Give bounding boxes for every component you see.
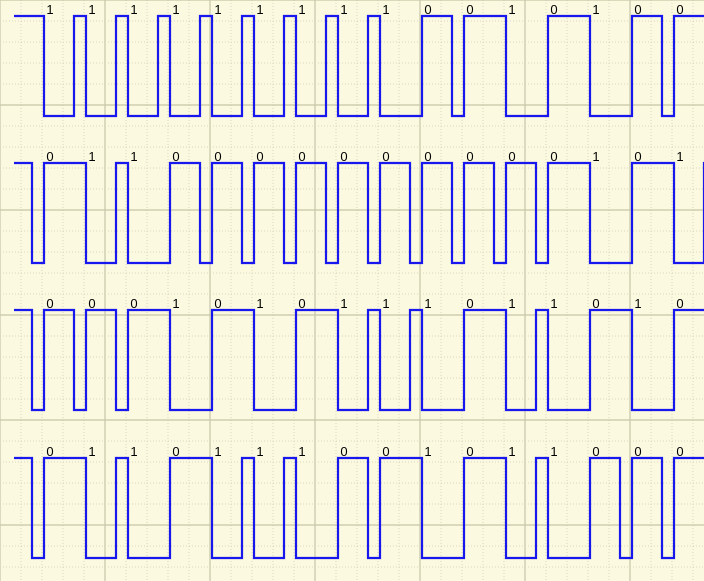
bit-label: 1 (239, 444, 281, 459)
bit-label: 1 (407, 296, 449, 311)
bit-label: 0 (659, 2, 701, 17)
bit-label: 1 (365, 2, 407, 17)
bit-label: 1 (533, 296, 575, 311)
bit-label: 1 (659, 149, 701, 164)
bit-label: 0 (323, 444, 365, 459)
bit-label: 0 (617, 149, 659, 164)
bit-label: 0 (197, 296, 239, 311)
bit-label: 1 (113, 444, 155, 459)
bit-label: 0 (407, 149, 449, 164)
bit-label: 0 (533, 149, 575, 164)
bit-label: 0 (575, 296, 617, 311)
bit-label: 0 (239, 149, 281, 164)
bit-label: 0 (281, 296, 323, 311)
bit-label: 1 (71, 149, 113, 164)
waveform-canvas: 1111111110010100011000000000010100010101… (0, 0, 704, 581)
bit-label: 0 (617, 444, 659, 459)
bit-label: 0 (533, 2, 575, 17)
waveform-svg (0, 0, 704, 581)
bit-label: 0 (281, 149, 323, 164)
bit-label: 0 (575, 444, 617, 459)
bit-label: 1 (407, 444, 449, 459)
bit-label: 0 (29, 149, 71, 164)
bit-label: 0 (449, 2, 491, 17)
bit-label: 0 (113, 296, 155, 311)
bit-label: 0 (155, 149, 197, 164)
bit-label: 1 (491, 444, 533, 459)
bit-label: 0 (197, 149, 239, 164)
bit-label: 1 (197, 2, 239, 17)
bit-label: 1 (491, 296, 533, 311)
bit-label: 0 (29, 296, 71, 311)
bit-label: 1 (113, 2, 155, 17)
bit-label: 1 (155, 296, 197, 311)
bit-label: 1 (575, 149, 617, 164)
bit-label: 1 (71, 2, 113, 17)
bit-label: 0 (365, 149, 407, 164)
bit-label: 0 (659, 296, 701, 311)
bit-label: 0 (365, 444, 407, 459)
bit-label: 1 (239, 296, 281, 311)
bit-label: 1 (155, 2, 197, 17)
bit-label: 0 (659, 444, 701, 459)
bit-label: 1 (533, 444, 575, 459)
bit-label: 0 (449, 444, 491, 459)
bit-label: 1 (491, 2, 533, 17)
bit-label: 1 (29, 2, 71, 17)
bit-label: 1 (323, 2, 365, 17)
bit-label: 1 (281, 2, 323, 17)
bit-label: 1 (113, 149, 155, 164)
bit-label: 0 (449, 296, 491, 311)
bit-label: 0 (449, 149, 491, 164)
bit-label: 1 (617, 296, 659, 311)
bit-label: 1 (323, 296, 365, 311)
bit-label: 0 (617, 2, 659, 17)
bit-label: 1 (365, 296, 407, 311)
bit-label: 1 (281, 444, 323, 459)
bit-label: 0 (71, 296, 113, 311)
bit-label: 0 (491, 149, 533, 164)
bit-label: 0 (155, 444, 197, 459)
bit-label: 0 (29, 444, 71, 459)
bit-label: 1 (71, 444, 113, 459)
bit-label: 0 (323, 149, 365, 164)
bit-label: 1 (239, 2, 281, 17)
bit-label: 0 (407, 2, 449, 17)
bit-label: 1 (575, 2, 617, 17)
bit-label: 1 (197, 444, 239, 459)
